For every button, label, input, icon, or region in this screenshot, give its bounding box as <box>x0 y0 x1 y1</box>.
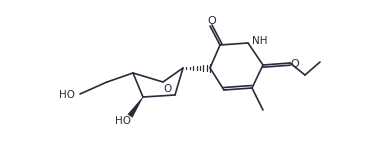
Text: NH: NH <box>252 36 268 46</box>
Text: HO: HO <box>115 116 131 126</box>
Text: O: O <box>208 16 216 26</box>
Text: O: O <box>290 59 299 69</box>
Text: HO: HO <box>59 90 75 100</box>
Polygon shape <box>128 97 143 118</box>
Text: O: O <box>163 84 171 94</box>
